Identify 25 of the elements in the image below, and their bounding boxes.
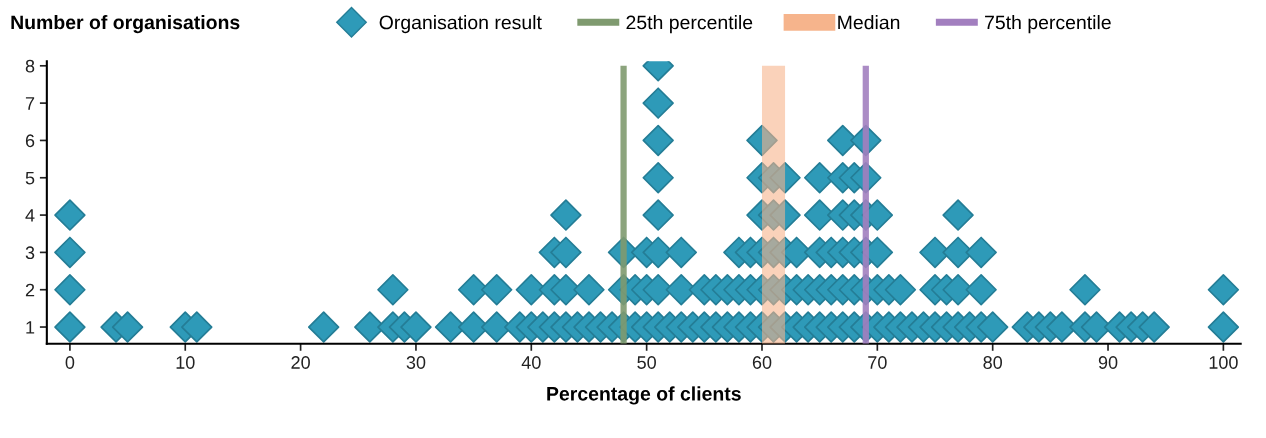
y-axis-title: Number of organisations [11, 14, 240, 34]
x-tick-label: 40 [521, 356, 541, 369]
x-tick-label: 10 [176, 356, 195, 369]
x-tick-label: 50 [637, 356, 656, 369]
y-tick-label: 1 [26, 321, 35, 334]
y-tick-label: 5 [25, 171, 35, 185]
x-tick-label: 80 [983, 356, 1003, 369]
x-tick-label: 60 [752, 356, 772, 369]
x-tick-label: 30 [406, 356, 426, 369]
y-tick-label: 4 [25, 209, 35, 222]
y-tick-label: 6 [25, 134, 35, 148]
x-tick-label: 0 [65, 356, 75, 369]
y-tick-label: 2 [25, 283, 35, 297]
legend-label: 75th percentile [985, 15, 1111, 34]
y-tick-label: 7 [25, 97, 35, 110]
legend-label: 25th percentile [626, 15, 753, 34]
y-tick-label: 3 [25, 246, 35, 260]
x-tick-label: 90 [1098, 356, 1118, 369]
x-tick-label: 100 [1209, 356, 1238, 369]
legend-label: Median [838, 15, 900, 30]
x-axis-title: Percentage of clients [547, 386, 741, 405]
legend-label: Organisation result [379, 15, 542, 34]
x-tick-label: 70 [868, 356, 887, 369]
y-tick-label: 8 [25, 59, 35, 73]
x-tick-label: 20 [291, 356, 310, 369]
